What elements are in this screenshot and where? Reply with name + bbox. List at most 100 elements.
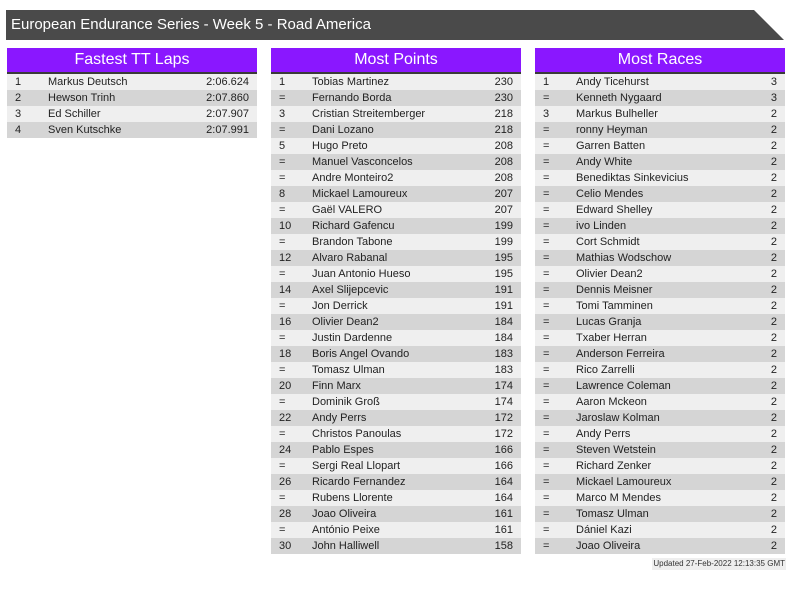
value-cell: 2 bbox=[770, 428, 777, 440]
driver-name-cell: Olivier Dean2 bbox=[312, 316, 379, 328]
table-row: 3 Ed Schiller 2:07.907 bbox=[7, 106, 257, 122]
driver-name-cell: Hugo Preto bbox=[312, 140, 368, 152]
rank-cell: = bbox=[279, 332, 286, 344]
driver-name-cell: Cristian Streitemberger bbox=[312, 108, 426, 120]
value-cell: 2 bbox=[770, 380, 777, 392]
table-body: 1 Markus Deutsch 2:06.624 2 Hewson Trinh 2:07… bbox=[7, 74, 257, 138]
table-row: = Cort Schmidt 2 bbox=[535, 234, 785, 250]
rank-cell: = bbox=[543, 492, 550, 504]
driver-name-cell: ivo Linden bbox=[576, 220, 627, 232]
table-row: = Justin Dardenne 184 bbox=[271, 330, 521, 346]
table-row: 10 Richard Gafencu 199 bbox=[271, 218, 521, 234]
driver-name-cell: Dominik Groß bbox=[312, 396, 380, 408]
value-cell: 199 bbox=[494, 220, 513, 232]
driver-name-cell: Steven Wetstein bbox=[576, 444, 656, 456]
driver-name-cell: Cort Schmidt bbox=[576, 236, 640, 248]
table-row: = Rubens Llorente 164 bbox=[271, 490, 521, 506]
rank-cell: = bbox=[543, 540, 550, 552]
rank-cell: 2 bbox=[15, 92, 22, 104]
table-row: = Brandon Tabone 199 bbox=[271, 234, 521, 250]
table-row: 18 Boris Angel Ovando 183 bbox=[271, 346, 521, 362]
driver-name-cell: Rubens Llorente bbox=[312, 492, 393, 504]
value-cell: 3 bbox=[770, 92, 777, 104]
value-cell: 2 bbox=[770, 300, 777, 312]
value-cell: 2 bbox=[770, 412, 777, 424]
rank-cell: = bbox=[543, 268, 550, 280]
driver-name-cell: Gaël VALERO bbox=[312, 204, 383, 216]
driver-name-cell: Sven Kutschke bbox=[48, 124, 122, 136]
rank-cell: = bbox=[543, 508, 550, 520]
rank-cell: = bbox=[543, 300, 550, 312]
driver-name-cell: Dani Lozano bbox=[312, 124, 374, 136]
rank-cell: 10 bbox=[279, 220, 292, 232]
rank-cell: 24 bbox=[279, 444, 292, 456]
table-row: = Anderson Ferreira 2 bbox=[535, 346, 785, 362]
table-body: 1 Andy Ticehurst 3 = Kenneth Nygaard 3 3 Markus… bbox=[535, 74, 785, 554]
driver-name-cell: Mickael Lamoureux bbox=[312, 188, 408, 200]
driver-name-cell: Jaroslaw Kolman bbox=[576, 412, 660, 424]
table-row: 5 Hugo Preto 208 bbox=[271, 138, 521, 154]
most-points-panel: Most Points 1 Tobias Martinez 230 = Fernando… bbox=[271, 48, 521, 554]
table-row: = Jon Derrick 191 bbox=[271, 298, 521, 314]
driver-name-cell: Anderson Ferreira bbox=[576, 348, 665, 360]
table-row: = Richard Zenker 2 bbox=[535, 458, 785, 474]
driver-name-cell: Axel Slijepcevic bbox=[312, 284, 389, 296]
value-cell: 2 bbox=[770, 508, 777, 520]
value-cell: 2 bbox=[770, 460, 777, 472]
table-row: 1 Markus Deutsch 2:06.624 bbox=[7, 74, 257, 90]
driver-name-cell: Marco M Mendes bbox=[576, 492, 661, 504]
driver-name-cell: Manuel Vasconcelos bbox=[312, 156, 413, 168]
table-row: = Christos Panoulas 172 bbox=[271, 426, 521, 442]
table-row: = Lucas Granja 2 bbox=[535, 314, 785, 330]
rank-cell: 26 bbox=[279, 476, 292, 488]
value-cell: 166 bbox=[494, 460, 513, 472]
value-cell: 195 bbox=[494, 252, 513, 264]
value-cell: 2:07.991 bbox=[206, 124, 249, 136]
rank-cell: = bbox=[279, 460, 286, 472]
table-row: = Dominik Groß 174 bbox=[271, 394, 521, 410]
rank-cell: 20 bbox=[279, 380, 292, 392]
table-row: = Jaroslaw Kolman 2 bbox=[535, 410, 785, 426]
rank-cell: = bbox=[543, 380, 550, 392]
rank-cell: = bbox=[543, 524, 550, 536]
driver-name-cell: Dennis Meisner bbox=[576, 284, 653, 296]
table-row: = ronny Heyman 2 bbox=[535, 122, 785, 138]
value-cell: 161 bbox=[494, 524, 513, 536]
table-row: = Manuel Vasconcelos 208 bbox=[271, 154, 521, 170]
rank-cell: = bbox=[279, 300, 286, 312]
rank-cell: = bbox=[543, 172, 550, 184]
value-cell: 174 bbox=[494, 380, 513, 392]
driver-name-cell: Txaber Herran bbox=[576, 332, 647, 344]
table-row: = Garren Batten 2 bbox=[535, 138, 785, 154]
table-row: 16 Olivier Dean2 184 bbox=[271, 314, 521, 330]
rank-cell: = bbox=[543, 92, 550, 104]
table-row: 26 Ricardo Fernandez 164 bbox=[271, 474, 521, 490]
value-cell: 2 bbox=[770, 492, 777, 504]
value-cell: 2 bbox=[770, 284, 777, 296]
table-row: = Marco M Mendes 2 bbox=[535, 490, 785, 506]
value-cell: 218 bbox=[494, 108, 513, 120]
table-row: 3 Markus Bulheller 2 bbox=[535, 106, 785, 122]
table-row: = Edward Shelley 2 bbox=[535, 202, 785, 218]
rank-cell: = bbox=[279, 492, 286, 504]
value-cell: 161 bbox=[494, 508, 513, 520]
rank-cell: 4 bbox=[15, 124, 22, 136]
value-cell: 218 bbox=[494, 124, 513, 136]
value-cell: 2 bbox=[770, 188, 777, 200]
table-row: = Kenneth Nygaard 3 bbox=[535, 90, 785, 106]
panel-title: Most Points bbox=[271, 48, 521, 74]
table-row: = Sergi Real Llopart 166 bbox=[271, 458, 521, 474]
driver-name-cell: Boris Angel Ovando bbox=[312, 348, 410, 360]
driver-name-cell: Mathias Wodschow bbox=[576, 252, 672, 264]
table-row: 8 Mickael Lamoureux 207 bbox=[271, 186, 521, 202]
driver-name-cell: Markus Bulheller bbox=[576, 108, 658, 120]
driver-name-cell: Andy White bbox=[576, 156, 633, 168]
value-cell: 2:06.624 bbox=[206, 76, 249, 88]
rank-cell: = bbox=[279, 268, 286, 280]
rank-cell: = bbox=[543, 348, 550, 360]
value-cell: 184 bbox=[494, 332, 513, 344]
panel-title: Fastest TT Laps bbox=[7, 48, 257, 74]
table-row: = Olivier Dean2 2 bbox=[535, 266, 785, 282]
table-row: = Aaron Mckeon 2 bbox=[535, 394, 785, 410]
table-row: = Andy Perrs 2 bbox=[535, 426, 785, 442]
